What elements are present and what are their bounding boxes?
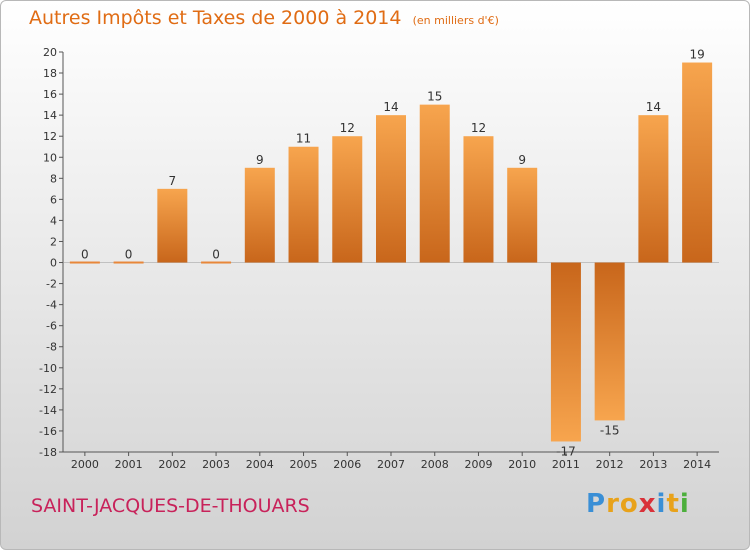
chart-value-labels: 0 0 7 0 9 11 12 14 15 12 9 -17 -15 14 19 <box>81 48 705 459</box>
x-tick-label: 2006 <box>333 458 361 471</box>
logo-letter: i <box>679 489 690 519</box>
bar <box>201 261 232 264</box>
x-tick-label: 2013 <box>639 458 667 471</box>
y-tick-label: -12 <box>39 383 57 396</box>
x-tick-label: 2010 <box>508 458 536 471</box>
bar-value-label: 0 <box>81 248 89 262</box>
logo-letter: t <box>666 489 680 519</box>
y-tick-label: -16 <box>39 425 57 438</box>
commune-name: SAINT-JACQUES-DE-THOUARS <box>31 495 310 517</box>
bar <box>113 261 144 264</box>
y-tick-label: 0 <box>50 257 57 270</box>
y-tick-label: 8 <box>50 172 57 185</box>
bar-value-label: 0 <box>125 248 133 262</box>
x-tick-label: 2014 <box>683 458 711 471</box>
bar <box>638 115 669 263</box>
chart-subtitle: (en milliers d'€) <box>412 14 499 27</box>
y-tick-label: 12 <box>43 130 57 143</box>
y-tick-label: -4 <box>46 299 57 312</box>
x-tick-label: 2005 <box>290 458 318 471</box>
bar-value-label: -15 <box>600 423 620 437</box>
bar-value-label: 9 <box>518 153 526 167</box>
y-tick-label: 10 <box>43 151 57 164</box>
y-tick-label: 16 <box>43 88 57 101</box>
y-tick-label: 4 <box>50 214 57 227</box>
x-tick-label: 2000 <box>71 458 99 471</box>
chart-bars <box>69 62 713 442</box>
y-tick-label: -6 <box>46 320 57 333</box>
x-tick-label: 2012 <box>596 458 624 471</box>
logo-letter: r <box>606 489 620 519</box>
x-tick-label: 2002 <box>158 458 186 471</box>
y-tick-label: -18 <box>39 446 57 459</box>
x-tick-label: 2011 <box>552 458 580 471</box>
bar <box>419 104 450 263</box>
bar-value-label: 7 <box>169 174 177 188</box>
bar <box>288 146 319 263</box>
bar <box>157 188 188 263</box>
y-tick-label: 20 <box>43 46 57 59</box>
bar-value-label: 12 <box>340 121 355 135</box>
bar <box>463 136 494 263</box>
y-tick-label: -10 <box>39 362 57 375</box>
bar <box>69 261 100 264</box>
bar-value-label: 14 <box>383 100 398 114</box>
x-tick-label: 2007 <box>377 458 405 471</box>
bar-value-label: -17 <box>556 444 576 458</box>
bar <box>550 262 581 442</box>
bar-value-label: 0 <box>212 248 220 262</box>
bar <box>332 136 363 263</box>
y-tick-label: 18 <box>43 67 57 80</box>
y-tick-label: 2 <box>50 235 57 248</box>
bar <box>376 115 406 263</box>
bar-value-label: 12 <box>471 121 486 135</box>
logo-letter: i <box>656 489 667 519</box>
x-tick-label: 2008 <box>421 458 449 471</box>
y-tick-label: -2 <box>46 278 57 291</box>
x-tick-label: 2004 <box>246 458 274 471</box>
bar <box>594 262 625 421</box>
x-tick-label: 2003 <box>202 458 230 471</box>
logo-letter: P <box>586 489 607 519</box>
bar <box>244 167 275 263</box>
x-tick-label: 2009 <box>464 458 492 471</box>
bar-value-label: 9 <box>256 153 264 167</box>
logo-letter: x <box>638 489 657 519</box>
y-tick-label: 14 <box>43 109 57 122</box>
bar <box>682 62 713 263</box>
y-tick-label: -14 <box>39 404 57 417</box>
x-tick-label: 2001 <box>115 458 143 471</box>
chart-title-row: Autres Impôts et Taxes de 2000 à 2014 (e… <box>29 7 499 29</box>
bar-value-label: 14 <box>646 100 661 114</box>
y-tick-label: -8 <box>46 341 57 354</box>
bar-value-label: 11 <box>296 132 311 146</box>
bar-value-label: 19 <box>689 48 704 62</box>
logo-letter: o <box>619 489 639 519</box>
proxiti-logo: Proxiti <box>586 489 690 519</box>
y-tick-label: 6 <box>50 193 57 206</box>
bar-value-label: 15 <box>427 90 442 104</box>
bar <box>507 167 538 263</box>
chart-title: Autres Impôts et Taxes de 2000 à 2014 <box>29 7 402 29</box>
